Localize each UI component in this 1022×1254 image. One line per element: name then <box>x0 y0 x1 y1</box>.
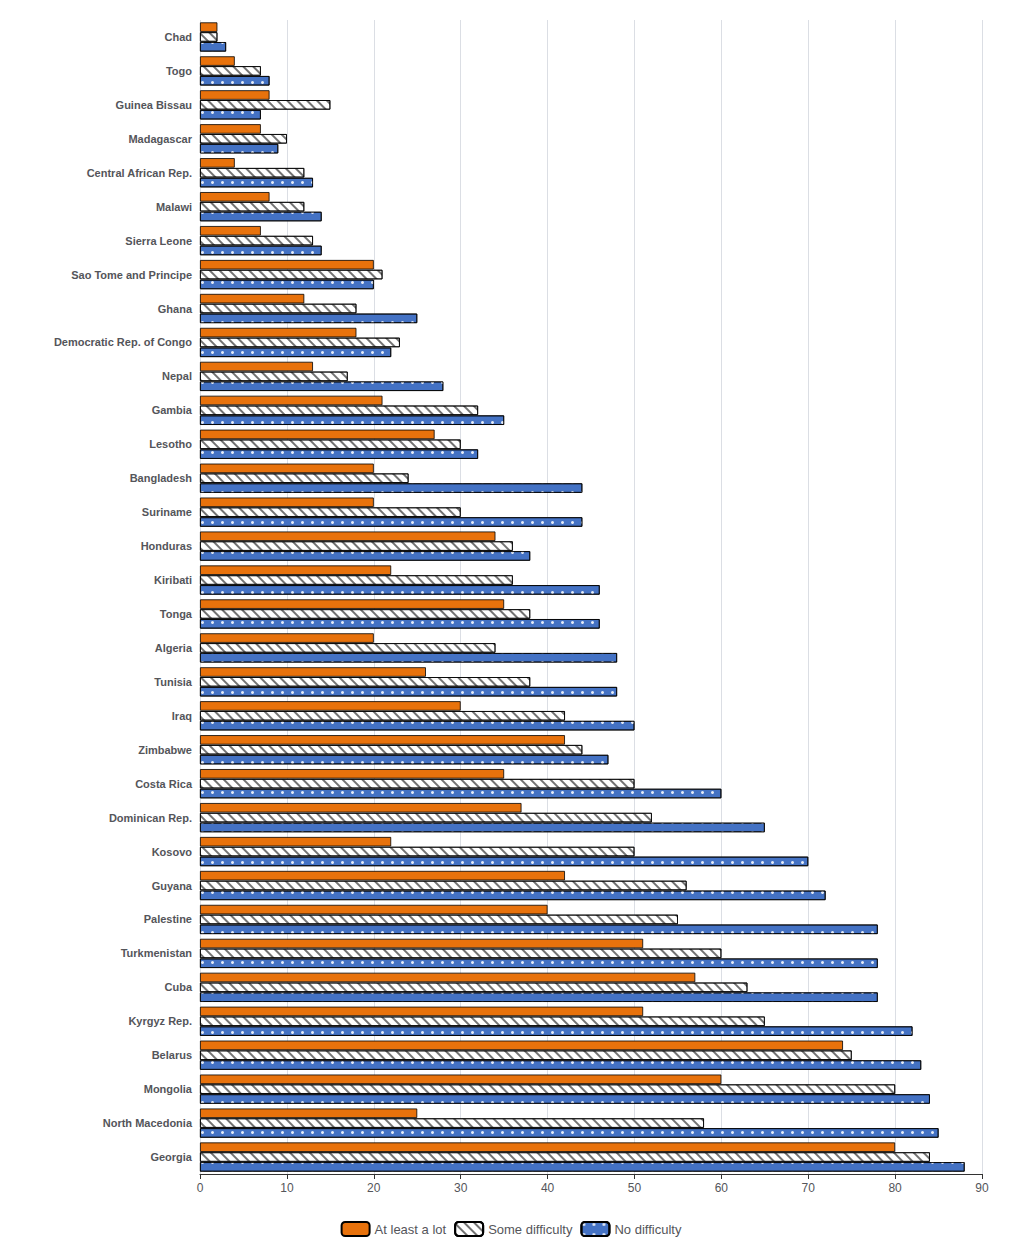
svg-text:Turkmenistan: Turkmenistan <box>121 947 193 959</box>
svg-text:80: 80 <box>888 1181 902 1195</box>
svg-text:Honduras: Honduras <box>141 540 192 552</box>
svg-text:Palestine: Palestine <box>144 913 192 925</box>
svg-text:20: 20 <box>367 1181 381 1195</box>
svg-text:Sierra Leone: Sierra Leone <box>125 235 192 247</box>
svg-text:30: 30 <box>454 1181 468 1195</box>
svg-text:Guinea Bissau: Guinea Bissau <box>116 99 192 111</box>
svg-text:Dominican Rep.: Dominican Rep. <box>109 812 192 824</box>
svg-text:Costa Rica: Costa Rica <box>135 778 193 790</box>
svg-text:Sao Tome and Principe: Sao Tome and Principe <box>71 269 192 281</box>
svg-text:Tonga: Tonga <box>160 608 193 620</box>
svg-text:Nepal: Nepal <box>162 370 192 382</box>
svg-text:Iraq: Iraq <box>172 710 192 722</box>
svg-text:North Macedonia: North Macedonia <box>103 1117 193 1129</box>
svg-text:Lesotho: Lesotho <box>149 438 192 450</box>
svg-text:Mongolia: Mongolia <box>144 1083 193 1095</box>
svg-text:Chad: Chad <box>165 31 193 43</box>
svg-text:Some difficulty: Some difficulty <box>488 1222 573 1237</box>
svg-text:Suriname: Suriname <box>142 506 192 518</box>
svg-text:Democratic Rep. of Congo: Democratic Rep. of Congo <box>54 336 192 348</box>
svg-text:Togo: Togo <box>166 65 192 77</box>
svg-text:Zimbabwe: Zimbabwe <box>138 744 192 756</box>
svg-text:Algeria: Algeria <box>155 642 193 654</box>
svg-text:Georgia: Georgia <box>150 1151 192 1163</box>
svg-text:70: 70 <box>802 1181 816 1195</box>
svg-text:No difficulty: No difficulty <box>614 1222 681 1237</box>
svg-text:Kosovo: Kosovo <box>152 846 193 858</box>
svg-text:Madagascar: Madagascar <box>128 133 192 145</box>
svg-text:40: 40 <box>541 1181 555 1195</box>
svg-text:10: 10 <box>280 1181 294 1195</box>
svg-text:Belarus: Belarus <box>152 1049 192 1061</box>
svg-text:Central African Rep.: Central African Rep. <box>87 167 192 179</box>
svg-text:Guyana: Guyana <box>152 880 193 892</box>
svg-text:Ghana: Ghana <box>158 303 193 315</box>
svg-text:Bangladesh: Bangladesh <box>130 472 193 484</box>
svg-text:At least a lot: At least a lot <box>375 1222 447 1237</box>
svg-text:Malawi: Malawi <box>156 201 192 213</box>
svg-text:Cuba: Cuba <box>165 981 193 993</box>
svg-text:0: 0 <box>197 1181 204 1195</box>
svg-text:Gambia: Gambia <box>152 404 193 416</box>
svg-text:60: 60 <box>715 1181 729 1195</box>
svg-text:Tunisia: Tunisia <box>154 676 193 688</box>
svg-text:Kiribati: Kiribati <box>154 574 192 586</box>
svg-text:90: 90 <box>975 1181 989 1195</box>
svg-text:50: 50 <box>628 1181 642 1195</box>
svg-text:Kyrgyz Rep.: Kyrgyz Rep. <box>128 1015 192 1027</box>
